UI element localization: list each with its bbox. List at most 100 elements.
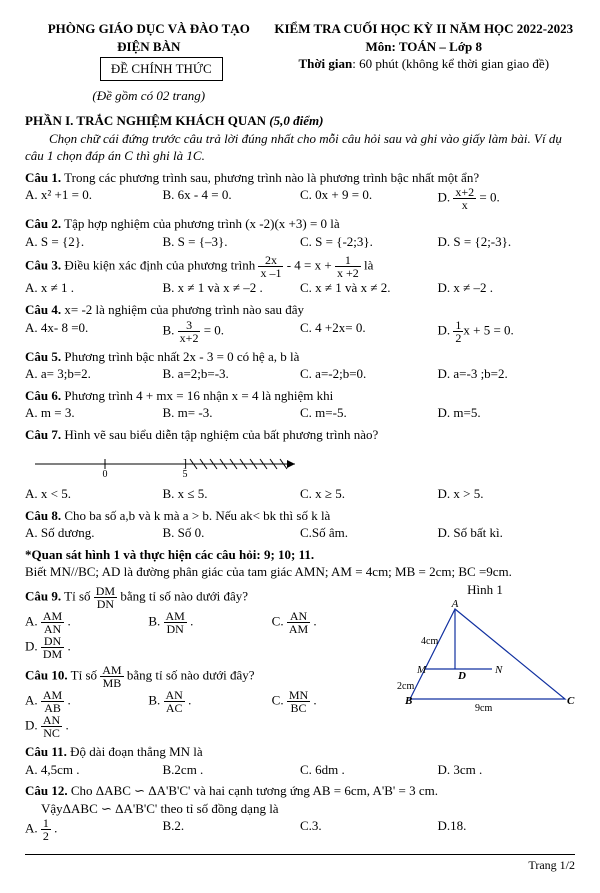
- question-10: Câu 10. Tỉ số AMMB bằng tỉ số nào dưới đ…: [25, 664, 395, 739]
- svg-text:]: ]: [183, 456, 187, 470]
- q12-opt-c: C.3.: [300, 817, 438, 842]
- q5-label: Câu 5.: [25, 349, 61, 364]
- q12-text2: VậyΔABC ∽ ΔA'B'C' theo tỉ số đồng dạng l…: [25, 800, 575, 818]
- q10-label: Câu 10.: [25, 668, 68, 683]
- q8-text: Cho ba số a,b và k mà a > b. Nếu ak< bk …: [64, 508, 330, 523]
- question-5: Câu 5. Phương trình bậc nhất 2x - 3 = 0 …: [25, 348, 575, 383]
- q5-text: Phương trình bậc nhất 2x - 3 = 0 có hệ a…: [64, 349, 299, 364]
- svg-text:9cm: 9cm: [475, 703, 492, 714]
- q6-opt-c: C. m=-5.: [300, 404, 438, 422]
- q4-label: Câu 4.: [25, 302, 61, 317]
- official-box: ĐỀ CHÍNH THỨC: [100, 57, 223, 81]
- q12-label: Câu 12.: [25, 783, 68, 798]
- q10-opt-c: C. MNBC .: [272, 689, 395, 714]
- header-right: KIỂM TRA CUỐI HỌC KỲ II NĂM HỌC 2022-202…: [273, 20, 576, 104]
- q12-text1: Cho ΔABC ∽ ΔA'B'C' và hai cạnh tương ứng…: [71, 783, 438, 798]
- duration: Thời gian: 60 phút (không kể thời gian g…: [273, 55, 576, 73]
- question-7: Câu 7. Hình vẽ sau biểu diễn tập nghiệm …: [25, 426, 575, 503]
- subject: Môn: TOÁN – Lớp 8: [273, 38, 576, 56]
- question-6: Câu 6. Phương trình 4 + mx = 16 nhận x =…: [25, 387, 575, 422]
- q12-opt-a: A. 12 .: [25, 817, 163, 842]
- q2-opt-d: D. S = {2;-3}.: [438, 233, 576, 251]
- q7-opt-a: A. x < 5.: [25, 485, 163, 503]
- q1-label: Câu 1.: [25, 170, 61, 185]
- q11-opt-d: D. 3cm .: [438, 761, 576, 779]
- observe-text: Biết MN//BC; AD là đường phân giác của t…: [25, 563, 575, 581]
- q10-opt-d: D. ANNC .: [25, 714, 395, 739]
- q7-label: Câu 7.: [25, 427, 61, 442]
- question-2: Câu 2. Tập hợp nghiệm của phương trình (…: [25, 215, 575, 250]
- district-name: ĐIỆN BÀN: [25, 38, 273, 56]
- q8-opt-c: C.Số âm.: [300, 524, 438, 542]
- svg-text:2cm: 2cm: [397, 681, 414, 692]
- q2-opt-a: A. S = {2}.: [25, 233, 163, 251]
- q6-opt-b: B. m= -3.: [163, 404, 301, 422]
- number-line: 0 5 ]: [25, 449, 575, 479]
- q4-opt-b: B. 3x+2 = 0.: [163, 319, 301, 344]
- svg-text:B: B: [404, 695, 412, 707]
- q4-opt-c: C. 4 +2x= 0.: [300, 319, 438, 344]
- svg-text:0: 0: [103, 469, 108, 479]
- q12-opt-d: D.18.: [438, 817, 576, 842]
- q3-opt-a: A. x ≠ 1 .: [25, 279, 163, 297]
- svg-text:5: 5: [183, 469, 188, 479]
- svg-text:D: D: [457, 670, 466, 682]
- question-11: Câu 11. Độ dài đoạn thẳng MN là A. 4,5cm…: [25, 743, 575, 778]
- q7-opt-d: D. x > 5.: [438, 485, 576, 503]
- page-footer: Trang 1/2: [25, 854, 575, 873]
- part1-instructions: Chọn chữ cái đứng trước câu trả lời đúng…: [25, 130, 575, 165]
- q4-opt-d: D. 12x + 5 = 0.: [438, 319, 576, 344]
- duration-value: : 60 phút (không kể thời gian giao đề): [352, 56, 549, 71]
- q5-opt-b: B. a=2;b=-3.: [163, 365, 301, 383]
- duration-label: Thời gian: [298, 56, 352, 71]
- q1-text: Trong các phương trình sau, phương trình…: [64, 170, 479, 185]
- q2-opt-c: C. S = {-2;3}.: [300, 233, 438, 251]
- q2-text: Tập hợp nghiệm của phương trình (x -2)(x…: [64, 216, 340, 231]
- q9-label: Câu 9.: [25, 589, 61, 604]
- svg-text:M: M: [416, 664, 427, 676]
- q7-text: Hình vẽ sau biểu diễn tập nghiệm của bất…: [64, 427, 378, 442]
- q3-opt-c: C. x ≠ 1 và x ≠ 2.: [300, 279, 438, 297]
- svg-text:4cm: 4cm: [421, 636, 438, 647]
- q3-opt-d: D. x ≠ –2 .: [438, 279, 576, 297]
- part1-title: PHẦN I. TRẮC NGHIỆM KHÁCH QUAN (5,0 điểm…: [25, 112, 575, 130]
- q6-label: Câu 6.: [25, 388, 61, 403]
- q12-opt-b: B.2.: [163, 817, 301, 842]
- question-1: Câu 1. Trong các phương trình sau, phươn…: [25, 169, 575, 212]
- question-3: Câu 3. Điều kiện xác định của phương trì…: [25, 254, 575, 297]
- q9-opt-d: D. DNDM .: [25, 635, 395, 660]
- figure-title: Hình 1: [395, 581, 575, 599]
- q8-opt-a: A. Số dương.: [25, 524, 163, 542]
- q2-label: Câu 2.: [25, 216, 61, 231]
- q11-text: Độ dài đoạn thẳng MN là: [70, 744, 203, 759]
- q6-opt-d: D. m=5.: [438, 404, 576, 422]
- svg-text:N: N: [494, 664, 503, 676]
- q7-opt-b: B. x ≤ 5.: [163, 485, 301, 503]
- question-12: Câu 12. Cho ΔABC ∽ ΔA'B'C' và hai cạnh t…: [25, 782, 575, 842]
- page-count-note: (Đề gồm có 02 trang): [25, 87, 273, 105]
- q10-opt-b: B. ANAC .: [148, 689, 271, 714]
- svg-text:C: C: [567, 695, 575, 707]
- page-header: PHÒNG GIÁO DỤC VÀ ĐÀO TẠO ĐIỆN BÀN ĐỀ CH…: [25, 20, 575, 104]
- q2-opt-b: B. S = {–3}.: [163, 233, 301, 251]
- q1-opt-c: C. 0x + 9 = 0.: [300, 186, 438, 211]
- q8-opt-d: D. Số bất kì.: [438, 524, 576, 542]
- q11-opt-b: B.2cm .: [163, 761, 301, 779]
- q10-opt-a: A. AMAB .: [25, 689, 148, 714]
- q9-opt-c: C. ANAM .: [272, 610, 395, 635]
- q1-opt-b: B. 6x - 4 = 0.: [163, 186, 301, 211]
- question-9: Câu 9. Tỉ số DMDN bằng tỉ số nào dưới đâ…: [25, 585, 395, 660]
- observe-title: *Quan sát hình 1 và thực hiện các câu hỏ…: [25, 546, 575, 564]
- q6-opt-a: A. m = 3.: [25, 404, 163, 422]
- q11-opt-c: C. 6dm .: [300, 761, 438, 779]
- q4-text: x= -2 là nghiệm của phương trình nào sau…: [64, 302, 304, 317]
- q6-text: Phương trình 4 + mx = 16 nhận x = 4 là n…: [64, 388, 333, 403]
- q5-opt-a: A. a= 3;b=2.: [25, 365, 163, 383]
- q8-opt-b: B. Số 0.: [163, 524, 301, 542]
- exam-title: KIỂM TRA CUỐI HỌC KỲ II NĂM HỌC 2022-202…: [273, 20, 576, 38]
- q1-opt-d: D. x+2x = 0.: [438, 186, 576, 211]
- q8-label: Câu 8.: [25, 508, 61, 523]
- q9-opt-a: A. AMAN .: [25, 610, 148, 635]
- q1-opt-a: A. x² +1 = 0.: [25, 186, 163, 211]
- q11-opt-a: A. 4,5cm .: [25, 761, 163, 779]
